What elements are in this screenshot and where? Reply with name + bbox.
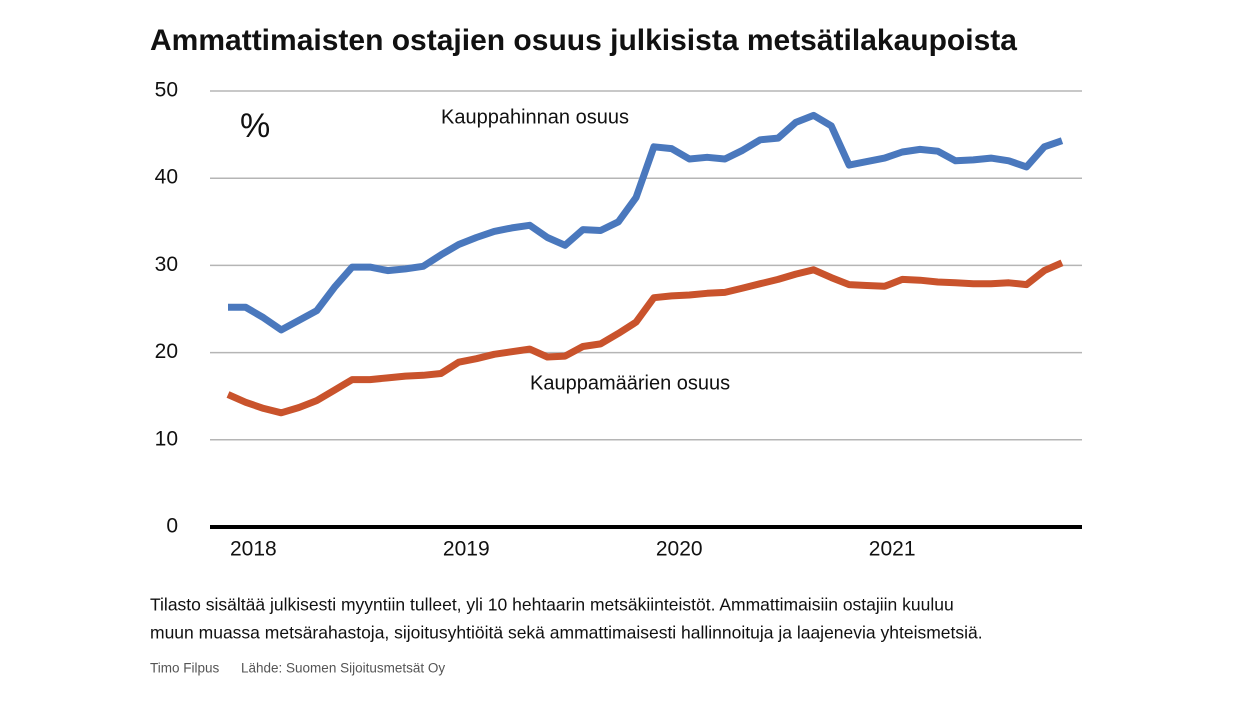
y-tick-label: 40 — [155, 166, 178, 189]
series-line — [226, 259, 1064, 417]
caption-line: Tilasto sisältää julkisesti myyntiin tul… — [150, 595, 954, 615]
chart-title: Ammattimaisten ostajien osuus julkisista… — [150, 24, 1017, 57]
x-tick-label: 2019 — [443, 538, 490, 561]
y-tick-label: 30 — [155, 253, 178, 276]
y-tick-label: 0 — [166, 515, 178, 538]
source: Lähde: Suomen Sijoitusmetsät Oy — [241, 661, 445, 676]
y-tick-label: 20 — [155, 340, 178, 363]
x-tick-label: 2018 — [230, 538, 277, 561]
credit: Timo Filpus — [150, 661, 220, 676]
x-tick-label: 2020 — [656, 538, 703, 561]
y-tick-label: 50 — [155, 79, 178, 102]
series-label: Kauppamäärien osuus — [530, 372, 730, 394]
y-tick-label: 10 — [155, 427, 178, 450]
series-label: Kauppahinnan osuus — [441, 106, 629, 128]
series-line — [228, 111, 1064, 334]
x-tick-label: 2021 — [869, 538, 916, 561]
caption-line: muun muassa metsärahastoja, sijoitusyhti… — [150, 623, 983, 643]
unit-label: % — [240, 107, 270, 145]
